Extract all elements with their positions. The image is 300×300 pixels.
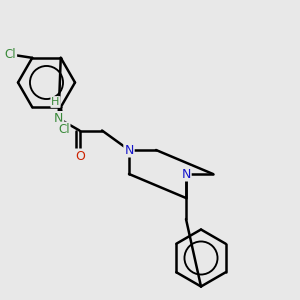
Text: Cl: Cl <box>4 48 16 61</box>
Text: N: N <box>54 112 63 125</box>
Text: O: O <box>75 149 85 163</box>
Text: N: N <box>181 167 191 181</box>
Text: H: H <box>51 97 60 107</box>
Text: N: N <box>124 143 134 157</box>
Text: Cl: Cl <box>58 123 70 136</box>
